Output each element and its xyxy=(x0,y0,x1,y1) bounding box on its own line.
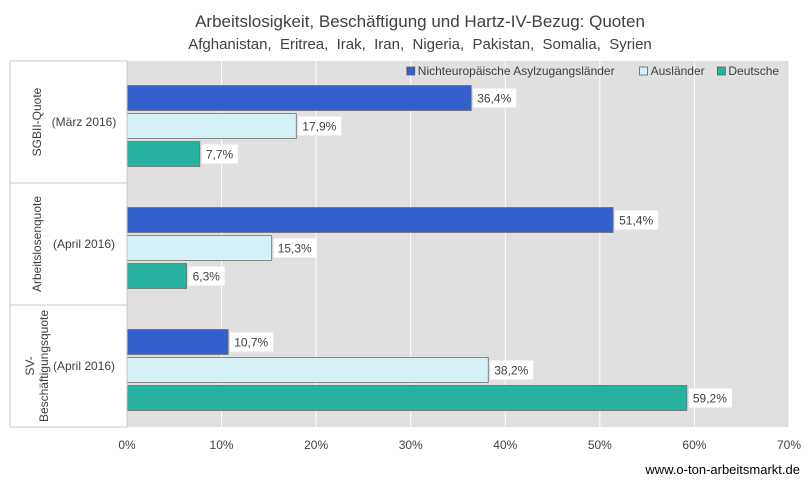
chart-subtitle: Afghanistan, Eritrea, Irak, Iran, Nigeri… xyxy=(188,36,652,53)
bar xyxy=(126,235,273,261)
legend-label: Nichteuropäische Asylzugangsländer xyxy=(418,64,615,78)
category-sublabel: (April 2016) xyxy=(53,237,115,251)
bar xyxy=(126,113,297,139)
legend-label: Ausländer xyxy=(651,64,705,78)
data-label: 36,4% xyxy=(477,92,511,106)
data-label-box xyxy=(688,388,732,408)
data-label: 10,7% xyxy=(234,336,268,350)
data-label-box xyxy=(615,210,659,230)
category-sublabel: (März 2016) xyxy=(52,115,117,129)
x-tick-label: 60% xyxy=(682,438,706,452)
data-label: 7,7% xyxy=(206,148,234,162)
bar xyxy=(126,329,229,355)
category-label: SV-Beschäftigungsquote xyxy=(23,310,51,422)
category-label: Arbeitslosenquote xyxy=(30,196,44,292)
bar xyxy=(126,85,472,111)
x-tick-label: 30% xyxy=(399,438,423,452)
source-url: www.o-ton-arbeitsmarkt.de xyxy=(644,462,800,477)
x-tick-label: 0% xyxy=(118,438,136,452)
x-tick-label: 70% xyxy=(777,438,801,452)
data-label: 38,2% xyxy=(494,364,528,378)
data-label-box xyxy=(490,360,534,380)
bar xyxy=(126,141,201,167)
legend-swatch xyxy=(406,66,416,76)
data-label: 15,3% xyxy=(278,242,312,256)
bar xyxy=(126,385,688,411)
legend-swatch xyxy=(639,66,648,76)
data-label: 17,9% xyxy=(302,120,336,134)
chart-title: Arbeitslosigkeit, Beschäftigung und Hart… xyxy=(195,12,645,31)
data-label-box xyxy=(188,266,225,286)
data-label-box xyxy=(230,332,274,352)
bar xyxy=(126,207,614,233)
x-tick-label: 10% xyxy=(210,438,234,452)
category-sublabel: (April 2016) xyxy=(53,359,115,373)
data-label-box xyxy=(473,88,517,108)
data-label: 59,2% xyxy=(693,392,727,406)
bar xyxy=(126,357,489,383)
x-tick-label: 20% xyxy=(304,438,328,452)
x-tick-label: 50% xyxy=(588,438,612,452)
category-label: SGBII-Quote xyxy=(30,87,44,156)
bar xyxy=(126,263,187,289)
legend-swatch xyxy=(717,66,726,76)
data-label-box xyxy=(298,116,342,136)
legend-label: Deutsche xyxy=(728,64,779,78)
data-label-box xyxy=(273,238,317,258)
x-tick-label: 40% xyxy=(493,438,517,452)
data-label: 51,4% xyxy=(619,214,653,228)
data-label: 6,3% xyxy=(193,270,221,284)
data-label-box xyxy=(201,144,238,164)
